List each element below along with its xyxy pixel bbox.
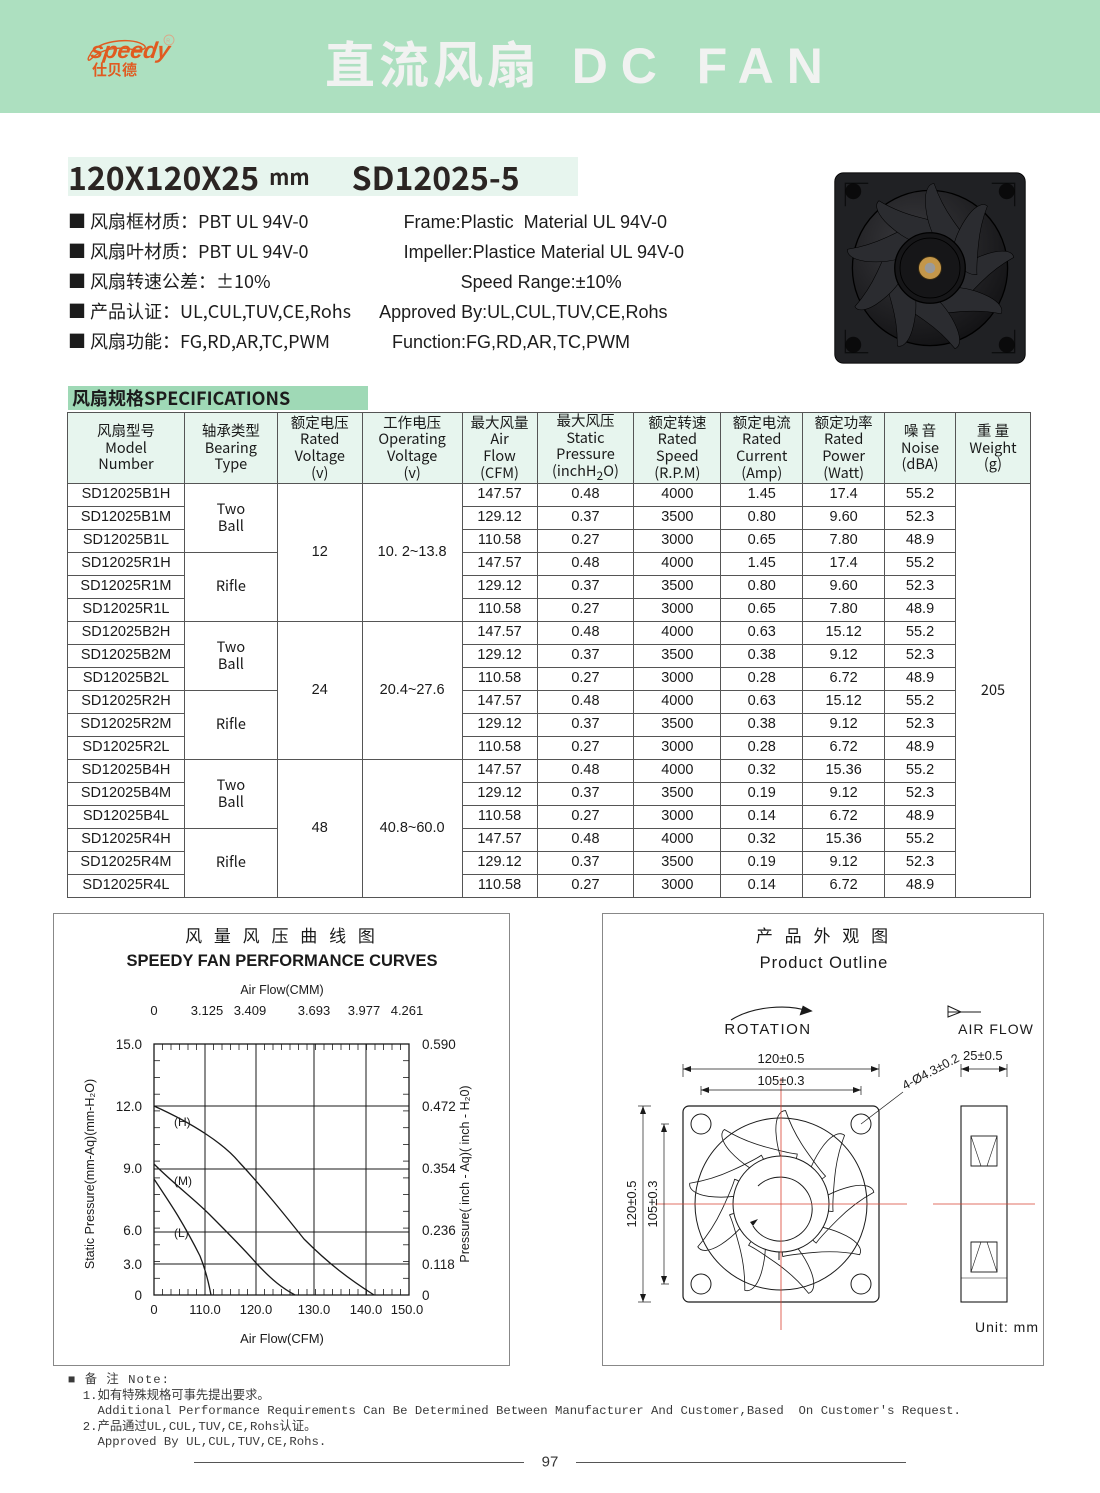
svg-text:(M): (M) — [174, 1174, 192, 1188]
svg-text:Pressure( inch - Aq)( inch - H: Pressure( inch - Aq)( inch - H₂0) — [458, 1085, 472, 1262]
svg-text:Product Outline: Product Outline — [760, 954, 889, 972]
svg-text:0.354: 0.354 — [422, 1161, 456, 1176]
svg-text:12.0: 12.0 — [116, 1099, 142, 1114]
svg-text:120±0.5: 120±0.5 — [758, 1051, 805, 1066]
svg-text:ROTATION: ROTATION — [724, 1021, 811, 1038]
svg-text:3.693: 3.693 — [298, 1003, 331, 1018]
svg-text:0.472: 0.472 — [422, 1099, 456, 1114]
svg-text:105±0.3: 105±0.3 — [645, 1181, 660, 1228]
svg-text:4.261: 4.261 — [391, 1003, 424, 1018]
svg-text:(L): (L) — [174, 1226, 189, 1240]
svg-text:AIR FLOW: AIR FLOW — [958, 1021, 1034, 1037]
svg-text:3.0: 3.0 — [123, 1257, 142, 1272]
svg-text:产 品 外 观 图: 产 品 外 观 图 — [756, 922, 892, 947]
svg-text:6.0: 6.0 — [123, 1223, 142, 1238]
svg-text:Air Flow(CMM): Air Flow(CMM) — [240, 983, 323, 997]
svg-text:0: 0 — [134, 1288, 142, 1303]
svg-text:0.590: 0.590 — [422, 1037, 456, 1052]
svg-text:140.0: 140.0 — [350, 1302, 383, 1317]
svg-text:R: R — [166, 38, 170, 44]
svg-text:0: 0 — [150, 1003, 157, 1018]
svg-text:风 量 风 压 曲 线 图: 风 量 风 压 曲 线 图 — [185, 922, 379, 947]
svg-text:110.0: 110.0 — [189, 1302, 221, 1317]
svg-text:25±0.5: 25±0.5 — [963, 1048, 1003, 1063]
svg-text:Static Pressure(mm-Aq)(mm-H₂O: Static Pressure(mm-Aq)(mm-H₂O) — [83, 1079, 97, 1269]
svg-text:0: 0 — [150, 1302, 157, 1317]
svg-text:120.0: 120.0 — [240, 1302, 273, 1317]
svg-text:0.236: 0.236 — [422, 1223, 456, 1238]
svg-text:Unit: mm: Unit: mm — [975, 1319, 1039, 1335]
svg-text:105±0.3: 105±0.3 — [758, 1073, 805, 1088]
svg-text:3.977: 3.977 — [348, 1003, 381, 1018]
svg-text:3.409: 3.409 — [234, 1003, 267, 1018]
svg-text:3.125: 3.125 — [191, 1003, 224, 1018]
svg-text:4-Ø4.3±0.2: 4-Ø4.3±0.2 — [900, 1051, 962, 1093]
svg-text:150.0: 150.0 — [391, 1302, 424, 1317]
svg-text:15.0: 15.0 — [116, 1037, 142, 1052]
svg-text:(H): (H) — [174, 1115, 191, 1129]
svg-text:Air Flow(CFM): Air Flow(CFM) — [240, 1331, 324, 1346]
svg-text:0: 0 — [422, 1288, 430, 1303]
svg-text:仕贝德: 仕贝德 — [92, 59, 137, 80]
svg-text:0.118: 0.118 — [422, 1257, 455, 1272]
svg-text:120±0.5: 120±0.5 — [624, 1181, 639, 1228]
svg-text:SPEEDY FAN PERFORMANCE CURVES: SPEEDY FAN PERFORMANCE CURVES — [126, 952, 437, 970]
svg-text:130.0: 130.0 — [298, 1302, 331, 1317]
svg-text:9.0: 9.0 — [123, 1161, 142, 1176]
